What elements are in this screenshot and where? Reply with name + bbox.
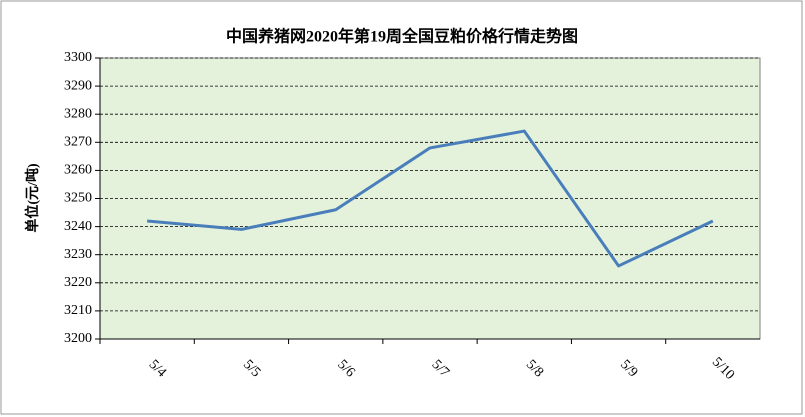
y-tick-label: 3260	[64, 163, 92, 178]
y-tick-label: 3270	[64, 135, 92, 150]
y-tick-label: 3250	[64, 191, 92, 206]
y-tick-label: 3210	[64, 303, 92, 318]
y-tick-label: 3230	[64, 247, 92, 262]
y-tick-label: 3300	[64, 50, 92, 65]
y-axis-label: 单位(元/吨)	[24, 163, 41, 233]
chart-title: 中国养猪网2020年第19周全国豆粕价格行情走势图	[226, 27, 578, 46]
y-tick-label: 3280	[64, 106, 92, 121]
y-tick-label: 3290	[64, 78, 92, 93]
y-tick-label: 3240	[64, 219, 92, 234]
line-series	[147, 129, 714, 268]
y-tick-label: 3220	[64, 275, 92, 290]
y-tick-label: 3200	[64, 331, 92, 346]
